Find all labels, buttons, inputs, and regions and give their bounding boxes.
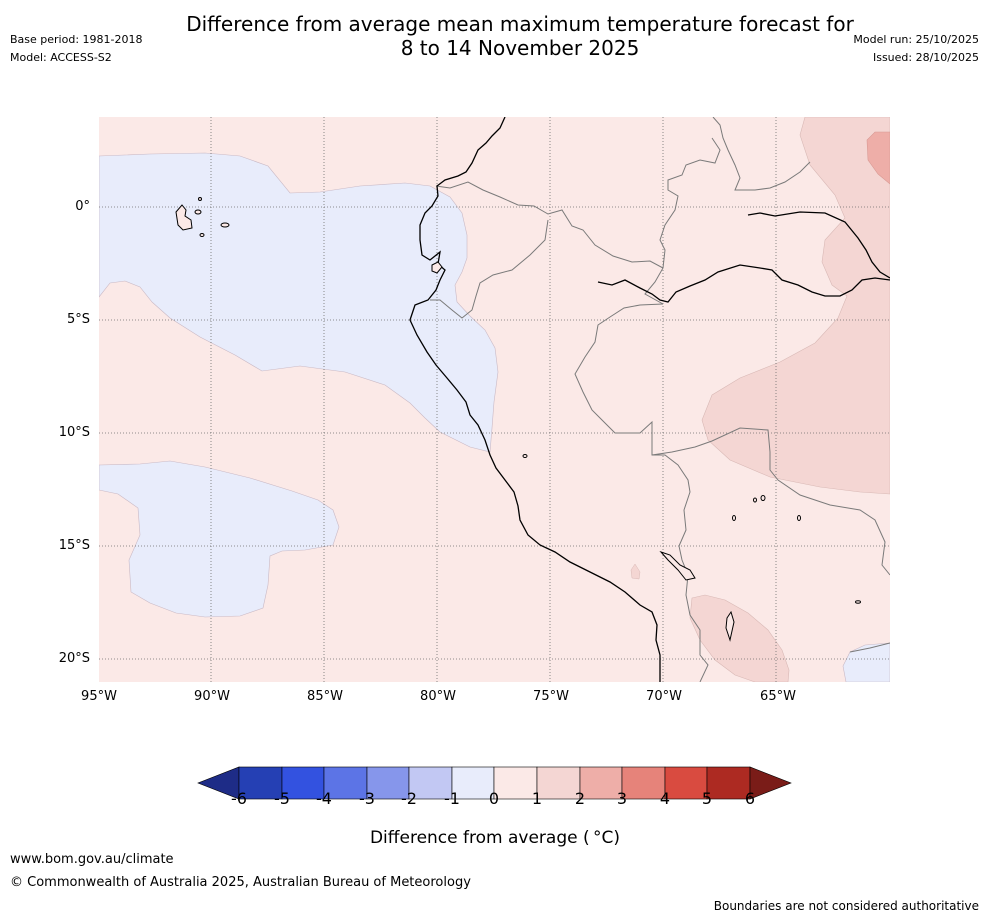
colorbar-tick: 2 <box>574 789 586 808</box>
colorbar-extend-high <box>749 766 792 800</box>
anomaly-warmer-region-northeast <box>866 131 890 185</box>
lon-label: 85°W <box>307 689 343 704</box>
islands <box>175 197 861 642</box>
lon-label: 70°W <box>646 689 682 704</box>
anomaly-above-spot <box>630 563 641 580</box>
colorbar-bin <box>706 766 751 800</box>
lat-label: 20°S <box>58 651 90 666</box>
graticule <box>99 117 890 682</box>
colorbar <box>197 766 792 800</box>
colorbar-tick: -3 <box>359 789 375 808</box>
colorbar-tick: -5 <box>274 789 290 808</box>
colorbar-tick: 1 <box>531 789 543 808</box>
model-run-label: Model run: 25/10/2025 <box>853 33 979 46</box>
lat-label: 5°S <box>66 312 90 327</box>
colorbar-bin <box>621 766 666 800</box>
title-line-2: 8 to 14 November 2025 <box>400 36 640 60</box>
colorbar-tick: -2 <box>401 789 417 808</box>
colorbar-tick: 6 <box>744 789 756 808</box>
lon-label: 95°W <box>81 689 117 704</box>
source-url: www.bom.gov.au/climate <box>10 852 174 867</box>
colorbar-bin <box>408 766 453 800</box>
anomaly-below-region-southeast <box>842 642 890 682</box>
colorbar-bin <box>493 766 538 800</box>
boundaries-disclaimer: Boundaries are not considered authoritat… <box>713 899 979 913</box>
meta-right: Model run: 25/10/2025 Issued: 28/10/2025 <box>853 31 979 67</box>
coastline <box>409 117 890 682</box>
meta-left: Base period: 1981-2018 Model: ACCESS-S2 <box>10 31 142 67</box>
colorbar-tick: 4 <box>659 789 671 808</box>
colorbar-bin <box>366 766 410 800</box>
colorbar-tick: -1 <box>444 789 460 808</box>
lon-label: 65°W <box>760 689 796 704</box>
colorbar-bin <box>451 766 495 800</box>
map-area <box>99 117 890 682</box>
lat-label: 0° <box>75 199 90 214</box>
colorbar-bin <box>281 766 325 800</box>
colorbar-title: Difference from average ( °C) <box>369 828 621 848</box>
anomaly-below-region-south <box>99 460 340 618</box>
colorbar-tick: 5 <box>701 789 713 808</box>
lon-label: 75°W <box>533 689 569 704</box>
anomaly-above-region-south <box>689 594 790 682</box>
colorbar-bin <box>664 766 708 800</box>
colorbar-tick: -4 <box>316 789 332 808</box>
lon-label: 80°W <box>420 689 456 704</box>
model-label: Model: ACCESS-S2 <box>10 51 112 64</box>
issued-label: Issued: 28/10/2025 <box>872 51 979 64</box>
base-period-label: Base period: 1981-2018 <box>10 33 143 46</box>
colorbar-tick: 0 <box>488 789 500 808</box>
anomaly-below-region-north <box>99 152 499 453</box>
colorbar-tick: 3 <box>616 789 628 808</box>
colorbar-bin <box>323 766 368 800</box>
copyright-text: © Commonwealth of Australia 2025, Austra… <box>10 875 471 890</box>
country-borders <box>430 117 890 682</box>
chart-title: Difference from average mean maximum tem… <box>150 12 890 60</box>
lat-label: 15°S <box>58 538 90 553</box>
title-line-1: Difference from average mean maximum tem… <box>186 12 854 36</box>
colorbar-bin <box>238 766 283 800</box>
anomaly-above-region-east <box>701 117 890 495</box>
lat-label: 10°S <box>58 425 90 440</box>
colorbar-tick: -6 <box>231 789 247 808</box>
lon-label: 90°W <box>194 689 230 704</box>
colorbar-bin <box>536 766 581 800</box>
